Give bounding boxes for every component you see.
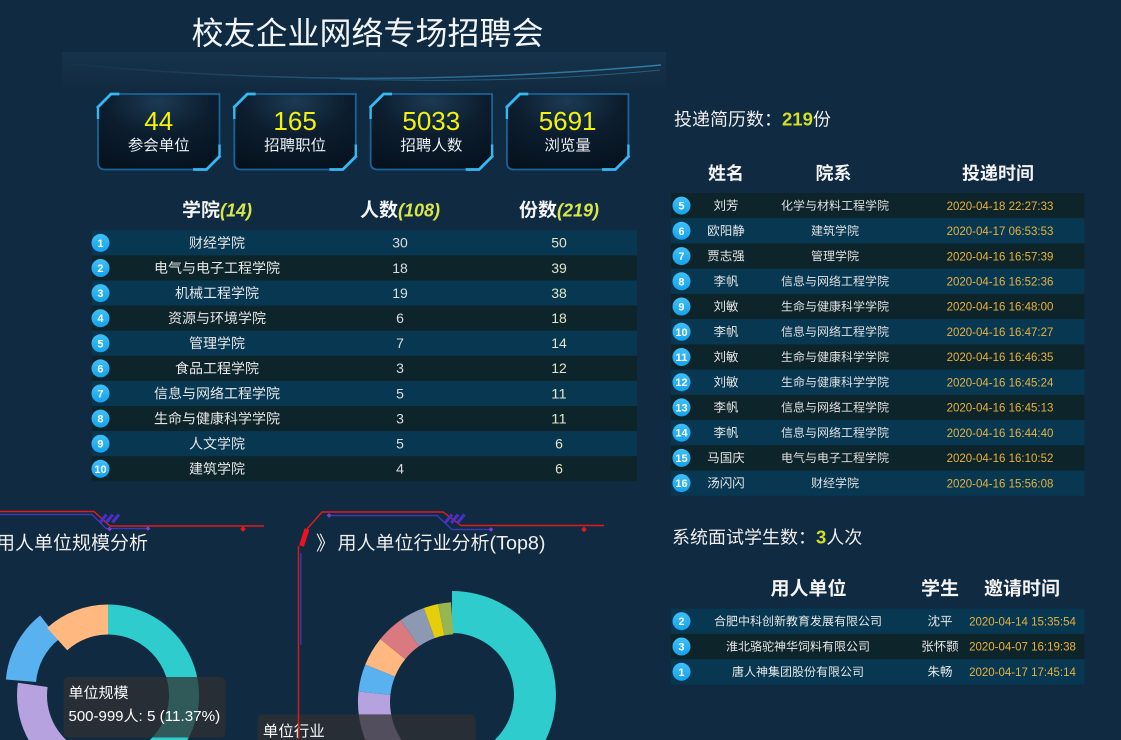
svg-text:2020-04-16 16:45:13: 2020-04-16 16:45:13 <box>947 403 1054 415</box>
svg-text:3: 3 <box>396 410 404 426</box>
svg-text:3: 3 <box>396 360 404 376</box>
svg-text:2020-04-16 16:44:40: 2020-04-16 16:44:40 <box>947 428 1054 440</box>
svg-text:11: 11 <box>675 352 687 364</box>
svg-text:: 5 (11.37%): : 5 (11.37%) <box>139 708 221 725</box>
svg-text:6: 6 <box>97 363 103 375</box>
svg-text:10: 10 <box>675 327 687 339</box>
svg-text:(108): (108) <box>398 201 440 221</box>
svg-text:2020-04-16 16:10:52: 2020-04-16 16:10:52 <box>947 453 1054 465</box>
svg-text:2: 2 <box>97 263 103 275</box>
svg-text:2020-04-14 15:35:54: 2020-04-14 15:35:54 <box>969 616 1076 628</box>
svg-text:9: 9 <box>678 302 684 314</box>
svg-text:2020-04-07 16:19:38: 2020-04-07 16:19:38 <box>969 642 1076 654</box>
svg-text:2020-04-16 16:48:00: 2020-04-16 16:48:00 <box>947 302 1054 314</box>
svg-text:18: 18 <box>392 260 408 276</box>
svg-text:18: 18 <box>551 310 567 326</box>
svg-text:5: 5 <box>97 338 103 350</box>
svg-text:6: 6 <box>678 226 684 238</box>
svg-text:6: 6 <box>555 461 563 477</box>
svg-text:10: 10 <box>94 464 106 476</box>
svg-text:500-999: 500-999 <box>69 708 124 725</box>
svg-text:3: 3 <box>816 527 826 548</box>
svg-text:11: 11 <box>551 385 567 401</box>
svg-text:2020-04-16 15:56:08: 2020-04-16 15:56:08 <box>947 478 1054 490</box>
svg-text:38: 38 <box>551 285 567 301</box>
svg-text:2020-04-16 16:45:24: 2020-04-16 16:45:24 <box>947 377 1054 389</box>
svg-text:(219): (219) <box>557 201 599 221</box>
svg-text:30: 30 <box>392 235 408 251</box>
svg-text:15: 15 <box>675 453 687 465</box>
svg-text:3: 3 <box>97 288 103 300</box>
svg-text:3: 3 <box>678 642 684 654</box>
svg-text:2020-04-17 06:53:53: 2020-04-17 06:53:53 <box>947 226 1054 238</box>
svg-text:19: 19 <box>392 285 408 301</box>
svg-text:4: 4 <box>97 313 104 325</box>
svg-text:13: 13 <box>675 402 687 414</box>
svg-text:39: 39 <box>551 260 567 276</box>
svg-text:2020-04-16 16:52:36: 2020-04-16 16:52:36 <box>947 277 1054 289</box>
svg-text:2: 2 <box>678 616 684 628</box>
svg-text:12: 12 <box>551 360 567 376</box>
svg-text:219: 219 <box>782 109 813 130</box>
svg-text:6: 6 <box>555 436 563 452</box>
svg-text:(14): (14) <box>220 201 252 221</box>
svg-text:9: 9 <box>97 439 103 451</box>
svg-text:2020-04-16 16:47:27: 2020-04-16 16:47:27 <box>947 327 1054 339</box>
svg-text:7: 7 <box>97 389 103 401</box>
svg-text:44: 44 <box>144 106 173 136</box>
svg-text:8: 8 <box>97 414 103 426</box>
svg-text:5: 5 <box>678 201 684 213</box>
svg-text:4: 4 <box>396 461 404 477</box>
svg-text:7: 7 <box>678 251 684 263</box>
svg-text:5691: 5691 <box>539 106 597 136</box>
svg-text:14: 14 <box>551 335 567 351</box>
svg-text:50: 50 <box>551 235 567 251</box>
svg-text:8: 8 <box>678 276 684 288</box>
svg-text:2020-04-18 22:27:33: 2020-04-18 22:27:33 <box>947 201 1054 213</box>
svg-text:1: 1 <box>678 667 684 679</box>
svg-text:165: 165 <box>273 106 316 136</box>
svg-text:16: 16 <box>675 478 687 490</box>
svg-text:2020-04-16 16:57:39: 2020-04-16 16:57:39 <box>947 251 1054 263</box>
svg-text:2020-04-17 17:45:14: 2020-04-17 17:45:14 <box>969 667 1076 679</box>
svg-text:11: 11 <box>551 410 567 426</box>
svg-text:6: 6 <box>396 310 404 326</box>
svg-text:12: 12 <box>675 377 687 389</box>
svg-text:(Top8): (Top8) <box>490 534 546 555</box>
svg-text:5: 5 <box>396 436 404 452</box>
svg-text:7: 7 <box>396 335 404 351</box>
svg-text:1: 1 <box>97 238 103 250</box>
svg-text:5033: 5033 <box>402 106 460 136</box>
svg-text:14: 14 <box>675 428 688 440</box>
svg-text:5: 5 <box>396 385 404 401</box>
svg-text:2020-04-16 16:46:35: 2020-04-16 16:46:35 <box>947 352 1054 364</box>
